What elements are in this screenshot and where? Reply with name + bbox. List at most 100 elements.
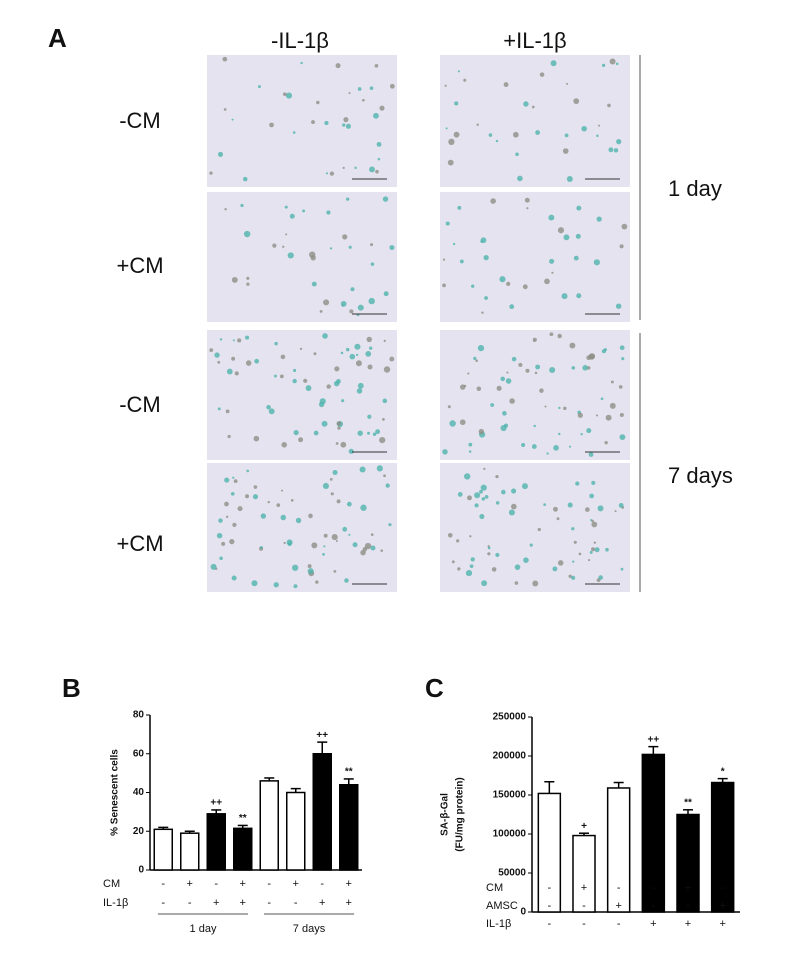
micrograph (207, 55, 397, 187)
cell (323, 545, 326, 548)
cell (245, 335, 250, 340)
cell (495, 139, 499, 143)
cell (354, 343, 361, 350)
cell (442, 283, 446, 288)
cell (302, 209, 306, 213)
cell (618, 385, 623, 389)
cell (613, 148, 619, 153)
cell (290, 499, 294, 502)
annotation: + (581, 821, 587, 832)
cell (377, 157, 381, 161)
y-axis-label: SA-β-Gal (440, 793, 451, 836)
cell (605, 547, 609, 552)
micrograph (440, 55, 630, 187)
condition-sign: + (685, 882, 691, 894)
cell (292, 564, 299, 571)
condition-sign: - (582, 918, 586, 930)
cell (532, 580, 539, 587)
cell (503, 82, 509, 87)
cell (323, 533, 328, 538)
cell (465, 569, 473, 577)
cell (591, 480, 596, 485)
cell (521, 442, 526, 447)
cell (214, 352, 220, 358)
cell (511, 356, 517, 362)
cell (311, 542, 318, 549)
cell (464, 473, 471, 480)
cell (217, 407, 221, 411)
annotation: ** (239, 813, 247, 824)
cell (380, 549, 384, 552)
cell (514, 581, 519, 585)
micrographs (207, 55, 630, 592)
cell (382, 417, 385, 421)
cell (471, 284, 475, 288)
cell (483, 467, 486, 471)
cell (609, 58, 616, 65)
cell (556, 517, 560, 521)
cell (484, 296, 488, 300)
condition-sign: - (651, 900, 655, 912)
cell (561, 293, 568, 300)
condition-sign: - (267, 878, 271, 890)
cell (319, 309, 323, 313)
cell (252, 494, 259, 500)
cell (479, 489, 483, 494)
bar (572, 834, 596, 913)
cell (615, 303, 622, 309)
cell (246, 276, 250, 280)
cell (457, 492, 463, 497)
cell (253, 435, 260, 442)
cell (209, 348, 214, 352)
time-label: 7 days (668, 463, 733, 488)
cell (354, 166, 357, 170)
cell (442, 258, 446, 261)
cell (601, 349, 606, 354)
annotation: ++ (210, 798, 222, 809)
row-label: -CM (119, 392, 161, 417)
cell (463, 384, 467, 388)
cell (580, 433, 583, 436)
cell (597, 505, 604, 512)
cell (368, 297, 375, 305)
cell (219, 556, 223, 561)
condition-sign: + (685, 918, 691, 930)
condition-sign: - (267, 897, 271, 909)
cell (308, 513, 313, 519)
cell (321, 420, 328, 427)
cell (618, 503, 624, 508)
cell (364, 542, 372, 550)
cell (340, 301, 347, 307)
y-tick-label: 250000 (493, 712, 527, 723)
condition-sign: - (294, 897, 298, 909)
cell (333, 570, 337, 573)
cell (367, 414, 372, 419)
cell (269, 122, 274, 128)
cell (237, 506, 243, 512)
cell (224, 208, 227, 211)
cell (280, 514, 287, 521)
condition-sign: + (650, 918, 656, 930)
cell (336, 421, 342, 426)
condition-sign: + (293, 878, 299, 890)
y-tick-label: 80 (133, 710, 145, 721)
cell (594, 547, 600, 553)
cell (281, 442, 287, 448)
cell (476, 386, 482, 391)
cell (474, 503, 479, 508)
condition-sign: + (346, 897, 352, 909)
cell (357, 430, 363, 436)
cell (526, 207, 529, 210)
cell (349, 353, 356, 360)
micrograph (440, 330, 630, 460)
cell (335, 540, 338, 543)
cell (575, 481, 580, 486)
bar (606, 787, 631, 913)
panel-label: C (425, 673, 444, 703)
bar (312, 753, 332, 871)
cell (251, 580, 258, 587)
cell (619, 434, 626, 441)
cell (562, 148, 569, 154)
cell (217, 360, 221, 364)
cell (309, 251, 316, 258)
